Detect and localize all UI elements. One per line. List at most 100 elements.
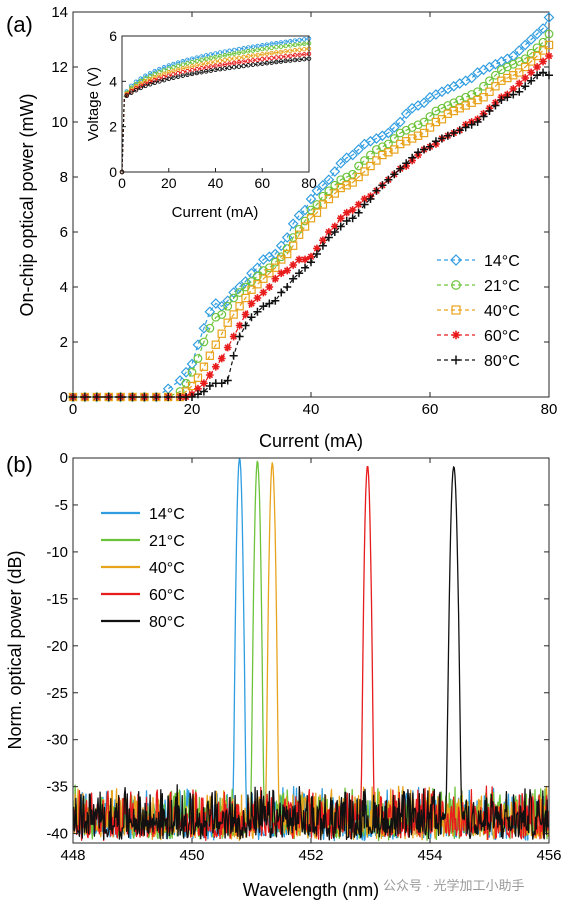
inset-data-point (227, 56, 232, 62)
chart-a-data-point (348, 214, 357, 223)
chart-b-y-tick-label: -5 (55, 497, 68, 514)
chart-a-x-tick-label: 20 (184, 401, 201, 418)
inset-data-point (241, 54, 246, 60)
chart-a-data-point (128, 392, 137, 402)
chart-a-data-point (354, 208, 363, 217)
chart-a-data-point (455, 104, 464, 113)
inset-data-point (138, 83, 143, 89)
inset-data-point (203, 69, 209, 74)
chart-a-data-point (544, 40, 554, 50)
inset-data-point (217, 66, 223, 72)
chart-b-spectrum-line-3 (73, 465, 549, 842)
chart-a-data-point (229, 351, 238, 360)
inset-data-point (185, 72, 190, 78)
chart-a-data-point (318, 241, 327, 250)
chart-a-data-point (301, 255, 309, 264)
inset-data-point (222, 66, 228, 71)
chart-a-data-point (336, 183, 345, 193)
chart-a-y-tick-label: 14 (51, 4, 68, 21)
inset-data-point (302, 56, 307, 62)
inset-data-point (143, 78, 148, 84)
inset-data-point (138, 81, 143, 86)
chart-a-data-point (199, 337, 209, 347)
chart-a-data-point (384, 148, 393, 157)
chart-a-data-point (187, 367, 197, 377)
inset-data-point (138, 85, 143, 91)
chart-a-data-point (192, 339, 204, 351)
inset-data-point (189, 59, 195, 65)
chart-a-data-point (206, 371, 214, 379)
chart-a-data-point (461, 123, 470, 132)
chart-a-legend-label: 40°C (484, 303, 520, 320)
inset-data-point (292, 42, 298, 48)
chart-a-data-point (283, 282, 292, 292)
inset-data-point (180, 73, 186, 78)
chart-a-data-point (305, 193, 317, 205)
chart-a-data-point (80, 392, 89, 402)
chart-a-data-point (378, 181, 387, 190)
chart-a-x-tick-label: 40 (303, 401, 320, 418)
chart-a-data-point (222, 295, 234, 307)
inset-data-point (260, 56, 265, 62)
inset-data-point (189, 71, 195, 77)
chart-a-data-point (217, 329, 226, 338)
chart-a-data-point (538, 37, 548, 47)
inset-data-point (255, 61, 260, 67)
chart-a-legend-marker (451, 355, 461, 365)
inset-data-point (143, 76, 148, 81)
chart-a-data-point (407, 134, 417, 143)
inset-series-4 (119, 56, 312, 175)
inset-data-point (143, 83, 148, 89)
chart-a-data-point (211, 362, 220, 371)
chart-a-data-point (223, 376, 232, 385)
chart-a-data-point (228, 287, 239, 298)
chart-a-data-point (354, 200, 363, 209)
chart-a-data-point (389, 134, 399, 143)
inset-data-point (147, 82, 153, 87)
chart-a-data-point (283, 249, 292, 259)
chart-a-data-point (318, 191, 328, 201)
inset-data-point (297, 37, 302, 43)
chart-a-data-point (366, 194, 375, 204)
chart-a-y-tick-label: 10 (51, 114, 68, 131)
inset-data-point (222, 57, 228, 63)
inset-x-axis-label: Current (mA) (172, 204, 259, 221)
chart-a-data-point (324, 194, 334, 204)
chart-a-data-point (187, 392, 197, 402)
chart-a-data-point (485, 76, 494, 86)
inset-data-point (278, 40, 284, 45)
chart-a-data-point (443, 131, 452, 140)
chart-a-data-point (223, 343, 232, 352)
inset-data-point (278, 59, 284, 64)
chart-a-data-point (425, 123, 435, 132)
chart-a-data-point (181, 378, 191, 388)
inset-data-point (250, 58, 256, 63)
chart-a-legend-marker (450, 254, 462, 266)
chart-a-data-point (467, 120, 476, 129)
chart-a-data-point (402, 137, 411, 146)
chart-a-data-point (425, 112, 435, 121)
inset-data-point (269, 41, 274, 47)
chart-b-y-axis-label: Norm. optical power (dB) (5, 550, 25, 749)
inset-x-tick-label: 80 (301, 175, 317, 191)
chart-a-data-point (473, 87, 483, 97)
chart-a-data-point (306, 258, 316, 267)
chart-b-spectrum-line-4 (73, 466, 549, 841)
chart-a-data-point (240, 276, 251, 287)
inset-data-point (292, 53, 298, 58)
inset-data-point (203, 61, 209, 66)
inset-data-point (138, 78, 143, 84)
chart-a-data-point (491, 82, 500, 91)
chart-a-data-point (353, 144, 364, 155)
chart-b-spectrum-line-1 (73, 460, 549, 842)
inset-x-tick-label: 0 (118, 175, 126, 191)
chart-a-data-point (164, 392, 173, 402)
inset-data-point (185, 61, 190, 66)
chart-a-legend-marker (451, 305, 461, 315)
inset-data-point (133, 79, 139, 85)
inset-data-point (231, 60, 237, 66)
inset-data-point (166, 76, 172, 82)
inset-data-point (227, 52, 232, 57)
chart-b-legend-label: 60°C (149, 587, 185, 604)
